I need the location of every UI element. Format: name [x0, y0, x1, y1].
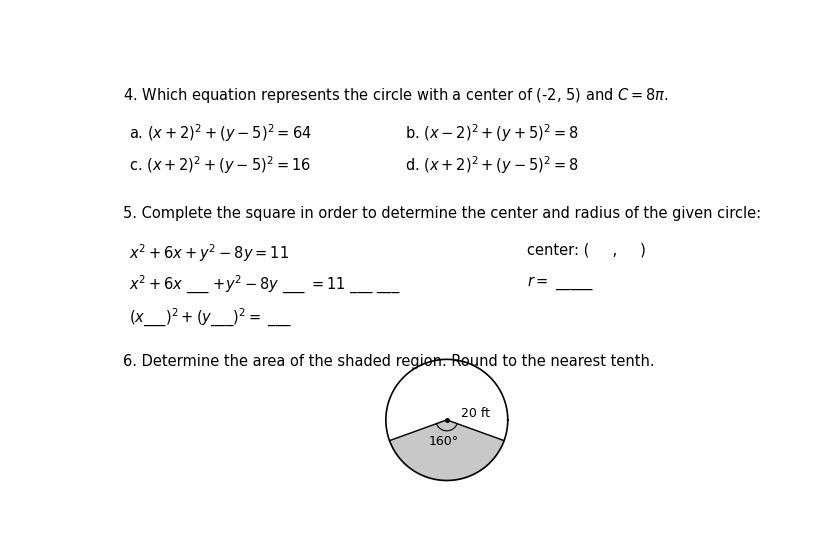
Text: d. $(x + 2)^2 + (y - 5)^2 = 8$: d. $(x + 2)^2 + (y - 5)^2 = 8$: [404, 155, 578, 176]
Text: $(x$___)$^2 + (y$___)$^2 =$ ___: $(x$___)$^2 + (y$___)$^2 =$ ___: [129, 306, 292, 329]
Text: $x^2 + 6x$ ___ $+y^2 - 8y$ ___ $= 11$ ___ ___: $x^2 + 6x$ ___ $+y^2 - 8y$ ___ $= 11$ __…: [129, 274, 400, 296]
Text: $r =$ _____: $r =$ _____: [526, 274, 594, 292]
Polygon shape: [389, 420, 504, 480]
Text: 6. Determine the area of the shaded region. Round to the nearest tenth.: 6. Determine the area of the shaded regi…: [122, 354, 653, 369]
Text: 5. Complete the square in order to determine the center and radius of the given : 5. Complete the square in order to deter…: [122, 206, 760, 221]
Text: 4. Which equation represents the circle with a center of (-2, 5) and $C = 8\pi$.: 4. Which equation represents the circle …: [122, 86, 667, 105]
Text: center: (     ,     ): center: ( , ): [526, 242, 645, 257]
Text: $x^2 + 6x + y^2 - 8y = 11$: $x^2 + 6x + y^2 - 8y = 11$: [129, 242, 289, 264]
Text: a. $(x + 2)^2 + (y - 5)^2 = 64$: a. $(x + 2)^2 + (y - 5)^2 = 64$: [129, 122, 312, 144]
Text: b. $(x - 2)^2 + (y + 5)^2 = 8$: b. $(x - 2)^2 + (y + 5)^2 = 8$: [404, 122, 578, 144]
Text: 160°: 160°: [428, 435, 458, 448]
Text: 20 ft: 20 ft: [461, 407, 490, 420]
Text: c. $(x + 2)^2 + (y - 5)^2 = 16$: c. $(x + 2)^2 + (y - 5)^2 = 16$: [129, 155, 311, 176]
